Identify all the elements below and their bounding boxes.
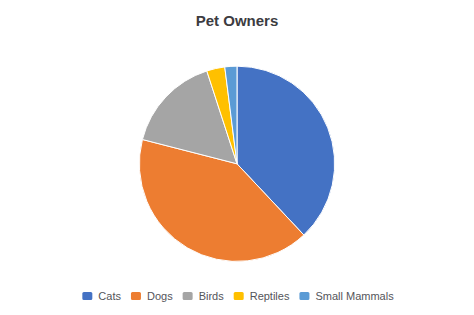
svg-text:Dogs: Dogs	[147, 290, 173, 302]
svg-text:Small Mammals: Small Mammals	[315, 290, 394, 302]
svg-text:Pet Owners: Pet Owners	[196, 12, 279, 29]
svg-text:Birds: Birds	[199, 290, 225, 302]
svg-text:Reptiles: Reptiles	[250, 290, 290, 302]
svg-text:Cats: Cats	[98, 290, 121, 302]
